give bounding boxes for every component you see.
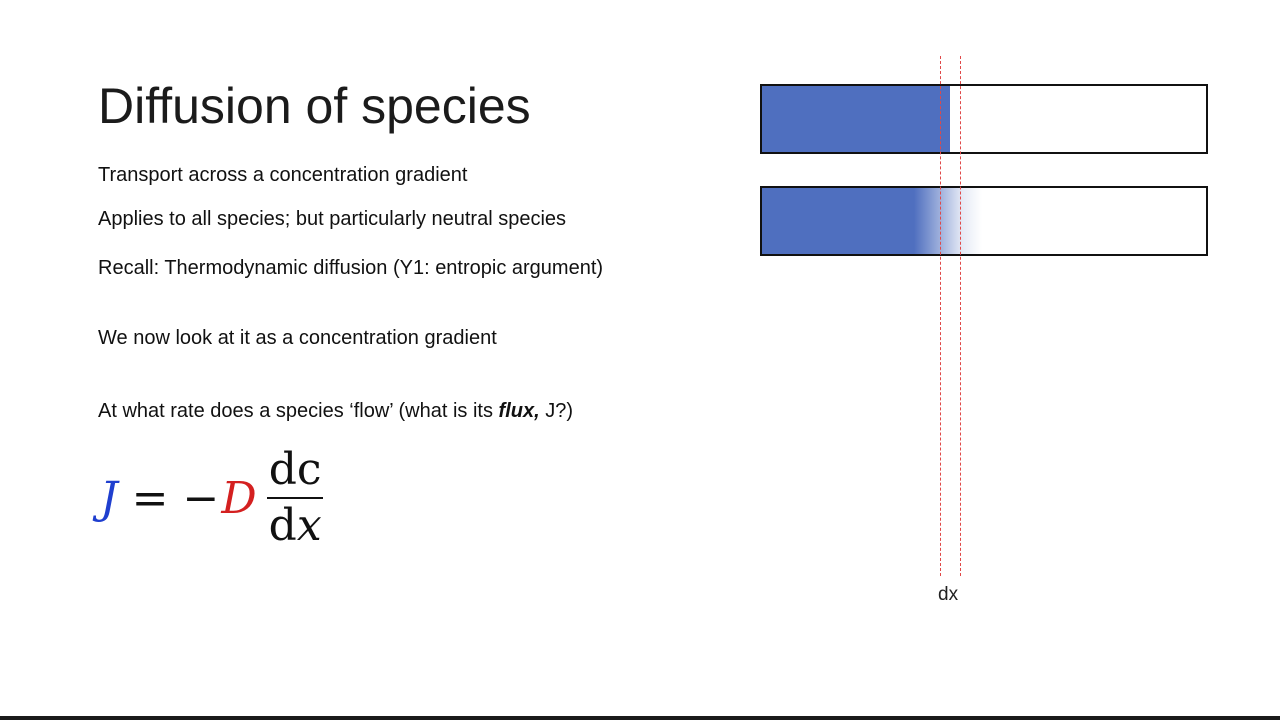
dx-label: dx (938, 584, 959, 605)
dx-boundary-left (940, 56, 941, 576)
bullet-recall: Recall: Thermodynamic diffusion (Y1: ent… (98, 257, 604, 279)
equation-numerator: dc (268, 444, 322, 495)
question-symbol: J (539, 400, 556, 422)
equation-equals: = (131, 472, 169, 524)
equation-minus: − (182, 472, 220, 524)
question-flux-word: flux, (498, 400, 540, 422)
fick-equation: J = − D dc dx (100, 446, 326, 550)
page-title: Diffusion of species (98, 78, 531, 134)
dx-boundary-right (960, 56, 961, 576)
equation-diffusion-coefficient: D (221, 472, 257, 524)
equation-denominator: dx (265, 499, 326, 549)
bullet-gradient: We now look at it as a concentration gra… (98, 327, 497, 349)
bullet-transport: Transport across a concentration gradien… (98, 164, 468, 186)
equation-fraction: dc dx (265, 447, 326, 549)
question-suffix: ?) (555, 400, 574, 422)
concentration-fill-sharp (762, 86, 950, 152)
concentration-bar-diffused (760, 186, 1208, 256)
question-prefix: At what rate does a species ‘flow’ (what… (98, 400, 499, 422)
concentration-bar-sharp (760, 84, 1208, 154)
bullet-flux-question: At what rate does a species ‘flow’ (what… (98, 398, 573, 424)
bullet-applies: Applies to all species; but particularly… (98, 208, 567, 230)
bottom-edge-bar (0, 716, 1280, 720)
equation-flux-symbol: J (100, 472, 118, 524)
concentration-fill-gradient (762, 188, 982, 254)
fraction-bar (267, 497, 324, 499)
denominator-d: d (268, 500, 297, 551)
denominator-x: x (296, 500, 322, 551)
